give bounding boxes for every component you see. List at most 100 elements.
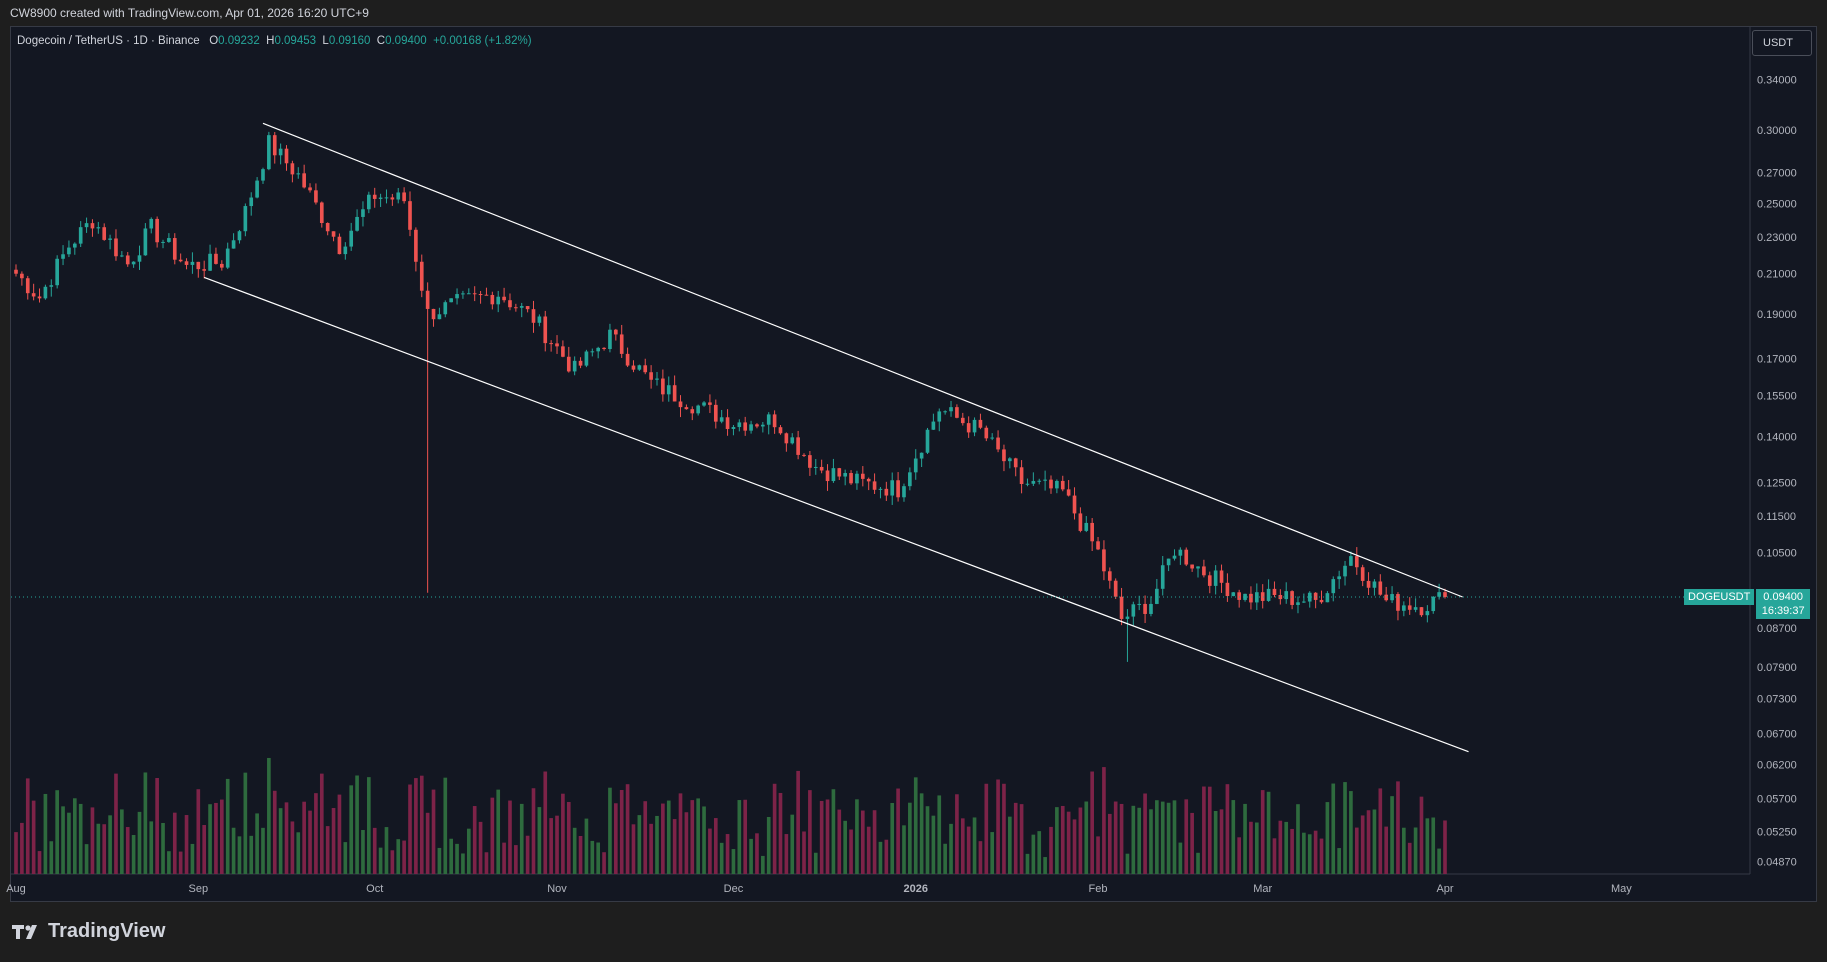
candle-body xyxy=(414,229,418,262)
volume-bar xyxy=(502,842,506,874)
price-tag-value: 0.09400 16:39:37 xyxy=(1756,589,1810,619)
chart-frame[interactable] xyxy=(10,26,1817,902)
candle-body xyxy=(1037,480,1042,482)
candle-body xyxy=(172,238,177,260)
volume-bar xyxy=(1155,800,1159,874)
y-tick-label: 0.25000 xyxy=(1757,198,1797,210)
candle-body xyxy=(72,243,77,248)
volume-bar xyxy=(1390,796,1394,874)
volume-bar xyxy=(178,851,183,874)
volume-bar xyxy=(1078,807,1083,874)
volume-bar xyxy=(367,777,371,874)
volume-bar xyxy=(1331,783,1336,874)
volume-bar xyxy=(408,784,412,874)
candle-body xyxy=(314,190,318,203)
y-tick-label: 0.06700 xyxy=(1757,728,1797,740)
volume-bar xyxy=(461,853,465,874)
y-tick-label: 0.15500 xyxy=(1757,391,1797,403)
x-tick-label: Sep xyxy=(189,883,209,895)
candle-body xyxy=(1013,458,1018,468)
candle-body xyxy=(290,163,295,175)
candle-body xyxy=(737,422,742,428)
volume-bar xyxy=(1302,832,1306,874)
candle-body xyxy=(478,294,483,296)
candle-body xyxy=(302,173,306,188)
volume-bar xyxy=(220,799,224,874)
volume-bar xyxy=(708,828,712,874)
volume-bar xyxy=(1260,790,1265,874)
volume-bar xyxy=(890,803,895,874)
volume-bar xyxy=(155,777,159,874)
volume-bar xyxy=(855,799,859,874)
volume-bar xyxy=(996,779,1000,874)
volume-bar xyxy=(902,825,906,874)
candle-body xyxy=(708,402,712,405)
candle-body xyxy=(1378,581,1383,595)
volume-bar xyxy=(1090,771,1094,874)
candle-body xyxy=(402,192,406,202)
volume-bar xyxy=(778,792,783,874)
volume-bar xyxy=(102,824,107,874)
volume-bar xyxy=(614,803,618,874)
tradingview-brand[interactable]: TradingView xyxy=(12,920,165,943)
volume-bar xyxy=(1119,803,1124,874)
candle-body xyxy=(1372,581,1377,588)
volume-bar xyxy=(590,840,595,874)
volume-bar xyxy=(372,827,377,874)
volume-bar xyxy=(1107,813,1112,874)
volume-bar xyxy=(919,793,924,874)
candle-body xyxy=(1178,549,1183,556)
volume-bar xyxy=(1431,817,1436,874)
volume-bar xyxy=(825,799,830,874)
candle-body xyxy=(437,314,442,320)
volume-bar xyxy=(184,815,189,874)
volume-bar xyxy=(1102,767,1106,874)
legend-close-label: C xyxy=(376,35,386,47)
volume-bar xyxy=(1384,826,1389,874)
candle-body xyxy=(731,427,736,429)
volume-bar xyxy=(1178,842,1183,874)
volume-bar xyxy=(1266,791,1271,874)
candle-body xyxy=(631,365,636,370)
candle-body xyxy=(943,411,947,413)
candle-body xyxy=(1049,479,1053,489)
candle-body xyxy=(690,409,695,414)
volume-bar xyxy=(196,789,201,874)
volume-bar xyxy=(943,843,947,874)
volume-bar xyxy=(1366,810,1371,874)
candle-body xyxy=(184,261,189,265)
volume-bar xyxy=(243,772,248,874)
volume-bar xyxy=(749,838,753,874)
volume-bar xyxy=(1125,853,1130,874)
volume-bar xyxy=(443,777,448,874)
volume-bar xyxy=(214,802,218,874)
volume-bar xyxy=(584,818,589,874)
volume-bar xyxy=(772,783,777,874)
volume-bar xyxy=(1337,848,1341,874)
candle-body xyxy=(1413,607,1418,610)
candle-body xyxy=(296,173,301,175)
volume-bar xyxy=(1213,810,1218,874)
candle-body xyxy=(561,346,565,357)
volume-bar xyxy=(737,800,742,874)
candle-body xyxy=(361,209,365,217)
volume-bar xyxy=(20,822,24,874)
price-chart[interactable]: 0.34000 0.30000 0.27000 0.25000 0.23000 0.210… xyxy=(0,0,1827,902)
candle-body xyxy=(1313,592,1318,600)
volume-bar xyxy=(831,789,836,874)
candle-body xyxy=(220,263,224,268)
candle-body xyxy=(249,197,254,207)
volume-bar xyxy=(1096,836,1100,874)
candle-body xyxy=(761,424,765,427)
currency-selector[interactable]: USDT xyxy=(1752,30,1812,56)
tradingview-logo-icon xyxy=(12,924,37,939)
candle-body xyxy=(1113,580,1118,597)
volume-bar xyxy=(1143,793,1147,874)
volume-bar xyxy=(61,806,65,874)
volume-bar xyxy=(672,819,677,874)
volume-bar xyxy=(125,827,130,874)
volume-bar xyxy=(531,788,536,874)
legend-close-value: 0.09400 xyxy=(385,35,427,47)
candle-body xyxy=(819,466,824,471)
candle-body xyxy=(1202,566,1206,576)
